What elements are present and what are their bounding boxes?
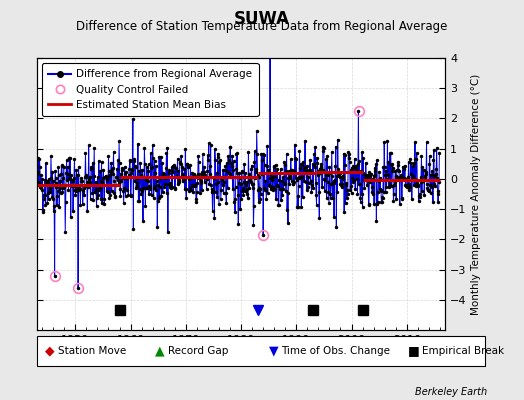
Text: SUWA: SUWA <box>234 10 290 28</box>
Text: ▼: ▼ <box>269 344 278 357</box>
Text: Empirical Break: Empirical Break <box>422 346 504 356</box>
Text: Record Gap: Record Gap <box>168 346 228 356</box>
Text: Difference of Station Temperature Data from Regional Average: Difference of Station Temperature Data f… <box>77 20 447 33</box>
Text: ▲: ▲ <box>155 344 165 357</box>
Text: Station Move: Station Move <box>58 346 126 356</box>
Y-axis label: Monthly Temperature Anomaly Difference (°C): Monthly Temperature Anomaly Difference (… <box>471 73 481 315</box>
Text: ■: ■ <box>408 344 420 357</box>
Legend: Difference from Regional Average, Quality Control Failed, Estimated Station Mean: Difference from Regional Average, Qualit… <box>42 63 258 116</box>
Text: Time of Obs. Change: Time of Obs. Change <box>281 346 390 356</box>
Text: ◆: ◆ <box>45 344 54 357</box>
Text: Berkeley Earth: Berkeley Earth <box>415 387 487 397</box>
